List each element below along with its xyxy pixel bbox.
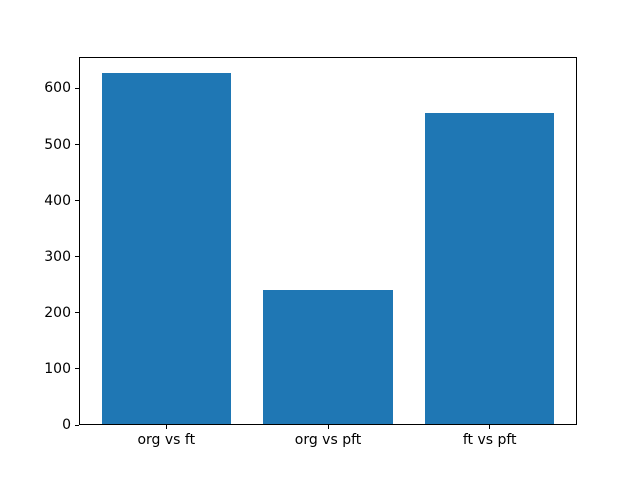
x-tick-mark — [165, 425, 167, 429]
y-tick-label: 300 — [44, 248, 71, 265]
y-tick-mark — [75, 424, 79, 426]
y-tick-mark — [75, 144, 79, 145]
y-tick-mark — [75, 87, 79, 89]
y-tick-mark — [75, 256, 79, 258]
bar-ft-vs-pft — [425, 112, 555, 424]
x-tick-mark — [327, 425, 329, 429]
x-tick-label-org-vs-ft: org vs ft — [137, 432, 196, 448]
y-tick-label: 600 — [44, 80, 71, 97]
x-tick-label-org-vs-pft: org vs pft — [294, 432, 362, 448]
y-tick-label: 100 — [44, 360, 71, 377]
bar-org-vs-pft — [263, 289, 393, 424]
y-tick-label: 200 — [44, 304, 71, 321]
y-tick-label: 0 — [62, 417, 71, 433]
y-tick-mark — [75, 368, 79, 370]
x-tick-mark — [489, 425, 491, 429]
bar-org-vs-ft — [101, 73, 231, 424]
x-tick-label-ft-vs-pft: ft vs pft — [462, 432, 517, 448]
y-tick-mark — [75, 312, 79, 314]
y-tick-label: 500 — [44, 136, 71, 153]
y-tick-label: 400 — [44, 192, 71, 209]
y-tick-mark — [75, 200, 79, 202]
